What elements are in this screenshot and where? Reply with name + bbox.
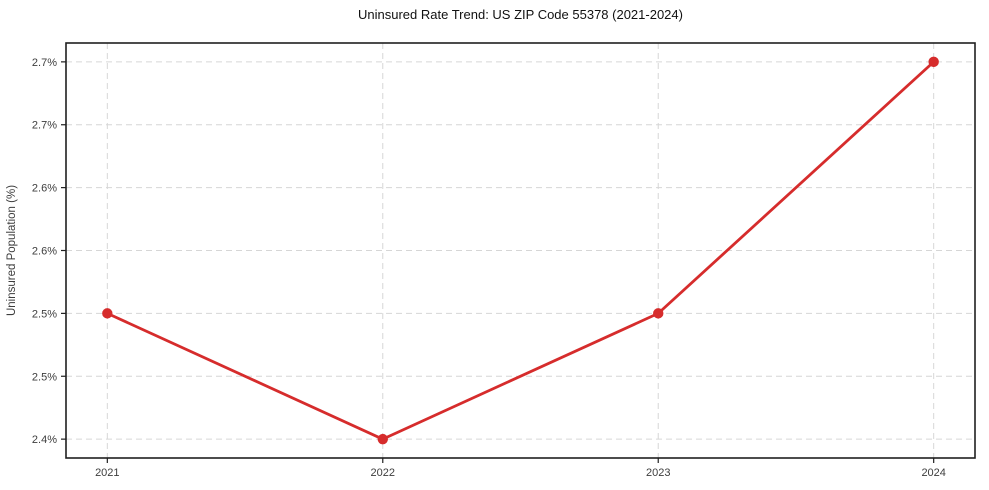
data-point-marker (377, 433, 388, 445)
y-tick-label: 2.5% (32, 308, 57, 320)
data-point-marker (102, 308, 113, 319)
y-axis-label: Uninsured Population (%) (6, 185, 18, 316)
chart-title: Uninsured Rate Trend: US ZIP Code 55378 … (358, 7, 683, 22)
y-tick-label: 2.7% (32, 120, 57, 132)
x-tick-label: 2021 (95, 467, 119, 479)
data-point-marker (928, 56, 939, 68)
trend-line (105, 60, 936, 441)
y-tick-label: 2.4% (32, 434, 57, 446)
y-tick-label: 2.5% (32, 371, 57, 383)
x-tick-label: 2024 (921, 467, 945, 479)
y-tick-label: 2.6% (32, 246, 57, 258)
x-tick-label: 2023 (646, 467, 670, 479)
y-tick-label: 2.7% (32, 57, 57, 69)
x-tick-label: 2022 (371, 467, 395, 479)
data-point-marker (653, 308, 664, 319)
y-tick-label: 2.6% (32, 183, 57, 195)
